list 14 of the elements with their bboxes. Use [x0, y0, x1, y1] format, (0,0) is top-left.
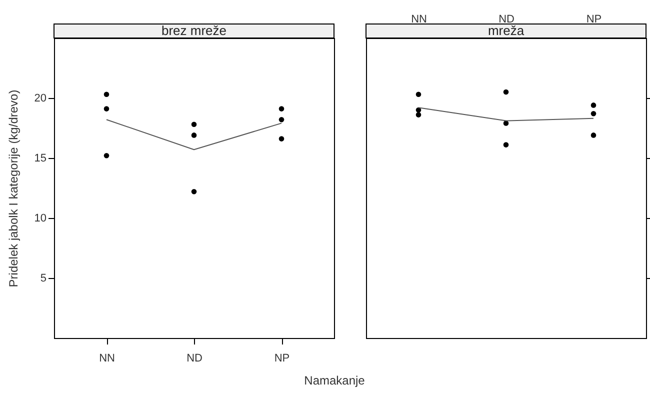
chart-title: mreža — [488, 23, 525, 38]
x-tick-label: NN — [99, 352, 115, 364]
x-tick-label: ND — [498, 14, 514, 26]
chart-title: brez mreže — [161, 23, 227, 38]
x-axis-title: Namakanje — [304, 374, 366, 388]
y-tick-label: 10 — [34, 212, 46, 224]
x-tick-label: ND — [186, 352, 202, 364]
x-tick-label: NN — [411, 14, 427, 26]
y-tick-label: 5 — [40, 272, 46, 284]
x-tick-label: NP — [274, 352, 290, 364]
y-axis-title: Pridelek jabolk I kategorije (kg/drevo) — [6, 90, 20, 288]
y-tick-label: 15 — [34, 152, 46, 164]
y-tick-label: 20 — [34, 92, 46, 104]
x-tick-label: NP — [586, 14, 602, 26]
